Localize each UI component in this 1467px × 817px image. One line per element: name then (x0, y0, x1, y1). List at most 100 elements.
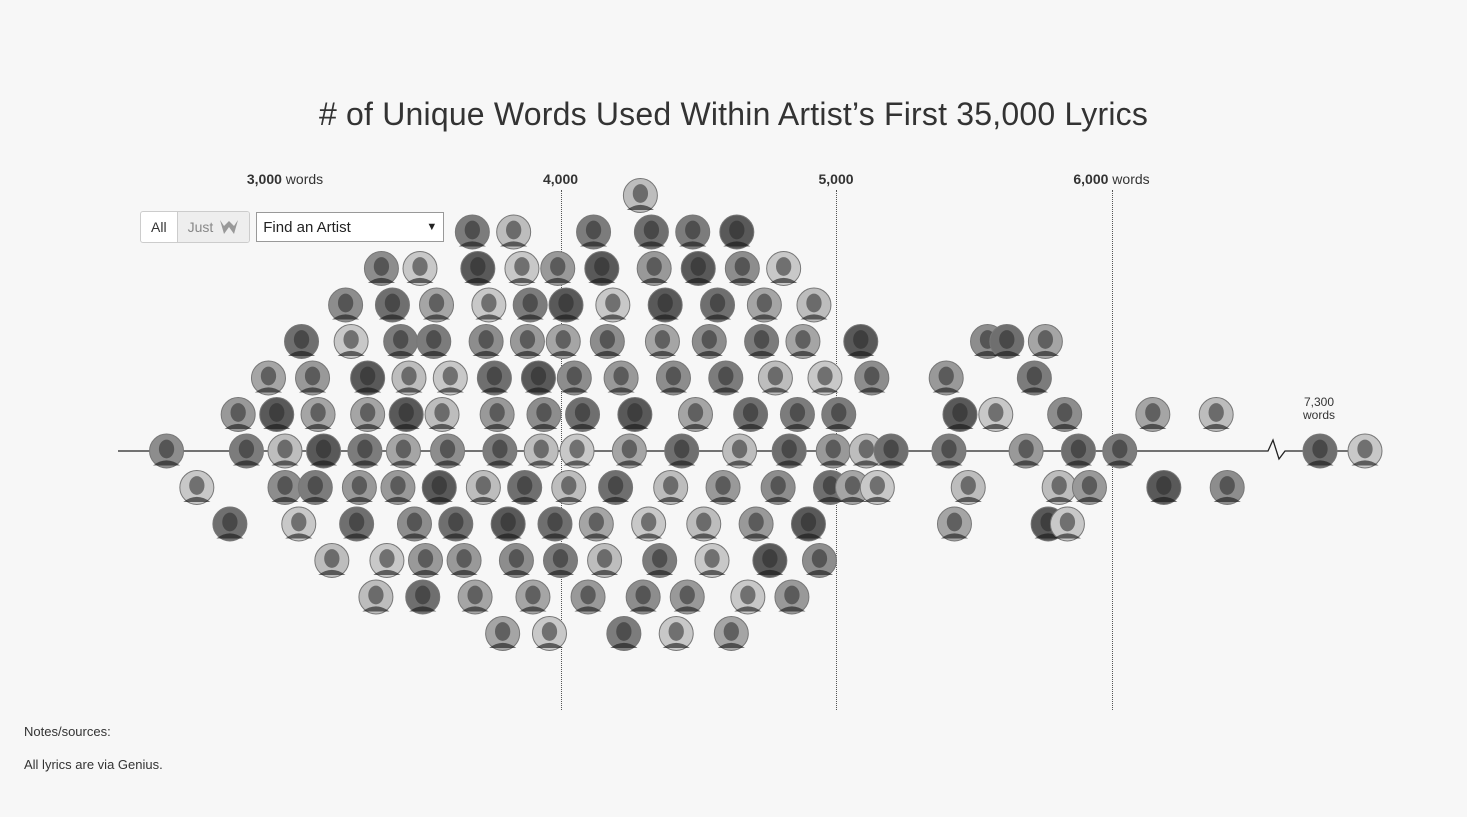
artist-avatar[interactable] (686, 506, 722, 542)
artist-avatar[interactable] (284, 324, 320, 359)
artist-avatar[interactable] (548, 287, 584, 323)
artist-avatar[interactable] (576, 214, 612, 250)
artist-avatar[interactable] (807, 360, 843, 396)
artist-avatar[interactable] (369, 543, 405, 578)
artist-avatar[interactable] (978, 397, 1014, 432)
artist-avatar[interactable] (1016, 360, 1052, 396)
artist-avatar[interactable] (633, 214, 669, 250)
artist-avatar[interactable] (523, 433, 559, 469)
artist-avatar[interactable] (835, 470, 871, 505)
artist-avatar[interactable] (719, 214, 755, 250)
artist-avatar[interactable] (942, 397, 978, 432)
artist-avatar[interactable] (647, 287, 683, 323)
artist-avatar[interactable] (479, 397, 515, 432)
artist-avatar[interactable] (752, 543, 788, 578)
artist-avatar[interactable] (531, 616, 567, 651)
artist-avatar[interactable] (543, 543, 578, 578)
artist-avatar[interactable] (680, 251, 716, 286)
artist-avatar[interactable] (267, 433, 303, 469)
artist-avatar[interactable] (358, 579, 394, 615)
artist-avatar[interactable] (383, 324, 419, 359)
artist-avatar[interactable] (708, 360, 744, 396)
artist-avatar[interactable] (504, 251, 540, 286)
artist-avatar[interactable] (873, 433, 909, 469)
artist-avatar[interactable] (179, 470, 215, 505)
artist-avatar[interactable] (339, 506, 375, 542)
artist-avatar[interactable] (314, 543, 350, 578)
artist-avatar[interactable] (498, 543, 534, 578)
artist-avatar[interactable] (587, 543, 623, 578)
artist-avatar[interactable] (1027, 324, 1063, 359)
artist-avatar[interactable] (507, 470, 543, 505)
artist-avatar[interactable] (1060, 433, 1096, 469)
artist-avatar[interactable] (454, 214, 490, 250)
artist-avatar[interactable] (545, 324, 581, 359)
artist-avatar[interactable] (385, 433, 421, 469)
artist-avatar[interactable] (722, 433, 758, 469)
artist-avatar[interactable] (446, 543, 482, 578)
artist-avatar[interactable] (465, 470, 501, 505)
artist-avatar[interactable] (1135, 397, 1171, 432)
artist-avatar[interactable] (931, 433, 967, 469)
artist-avatar[interactable] (457, 579, 493, 615)
artist-avatar[interactable] (267, 470, 303, 505)
artist-avatar[interactable] (526, 397, 562, 432)
artist-avatar[interactable] (259, 397, 295, 432)
artist-avatar[interactable] (1049, 506, 1085, 542)
artist-avatar[interactable] (771, 433, 807, 469)
artist-avatar[interactable] (779, 397, 815, 432)
artist-avatar[interactable] (785, 324, 821, 359)
artist-avatar[interactable] (476, 360, 512, 396)
artist-avatar[interactable] (512, 287, 548, 323)
artist-avatar[interactable] (677, 397, 713, 432)
artist-avatar[interactable] (760, 470, 796, 505)
artist-avatar[interactable] (391, 360, 427, 396)
artist-avatar[interactable] (694, 543, 730, 578)
artist-avatar[interactable] (578, 506, 614, 542)
artist-avatar[interactable] (220, 397, 256, 432)
artist-avatar[interactable] (757, 360, 793, 396)
artist-avatar[interactable] (700, 287, 736, 323)
artist-avatar[interactable] (1008, 433, 1044, 469)
artist-avatar[interactable] (297, 470, 333, 505)
artist-avatar[interactable] (821, 397, 857, 432)
artist-avatar[interactable] (421, 470, 457, 505)
filter-all-button[interactable]: All (151, 219, 167, 235)
artist-avatar[interactable] (744, 324, 780, 359)
artist-avatar[interactable] (950, 470, 986, 505)
artist-avatar[interactable] (460, 251, 496, 286)
artist-avatar[interactable] (1302, 433, 1338, 469)
artist-avatar[interactable] (341, 470, 377, 505)
artist-avatar[interactable] (801, 543, 837, 578)
artist-avatar[interactable] (438, 506, 474, 542)
artist-avatar[interactable] (347, 433, 383, 469)
artist-avatar[interactable] (854, 360, 890, 396)
filter-just-wu-tang-button[interactable]: Just (176, 212, 250, 242)
artist-avatar[interactable] (730, 579, 766, 615)
artist-avatar[interactable] (636, 251, 672, 286)
artist-avatar[interactable] (363, 251, 399, 286)
artist-avatar[interactable] (713, 616, 749, 651)
artist-avatar[interactable] (388, 397, 424, 432)
artist-avatar[interactable] (631, 506, 667, 542)
artist-avatar[interactable] (1146, 470, 1182, 505)
artist-avatar[interactable] (540, 251, 576, 286)
artist-avatar[interactable] (416, 324, 452, 359)
artist-avatar[interactable] (611, 433, 647, 469)
artist-avatar[interactable] (848, 433, 884, 469)
artist-avatar[interactable] (724, 251, 760, 286)
artist-avatar[interactable] (669, 579, 705, 615)
artist-avatar[interactable] (766, 251, 802, 286)
artist-avatar[interactable] (642, 543, 678, 578)
artist-avatar[interactable] (936, 506, 972, 542)
artist-avatar[interactable] (432, 360, 468, 396)
artist-avatar[interactable] (733, 397, 769, 432)
artist-avatar[interactable] (675, 214, 711, 250)
artist-avatar[interactable] (584, 251, 620, 286)
artist-avatar[interactable] (520, 360, 556, 396)
artist-avatar[interactable] (664, 433, 700, 469)
artist-avatar[interactable] (333, 324, 369, 359)
artist-avatar[interactable] (1198, 397, 1234, 432)
artist-avatar[interactable] (374, 287, 410, 323)
artist-avatar[interactable] (551, 470, 587, 505)
